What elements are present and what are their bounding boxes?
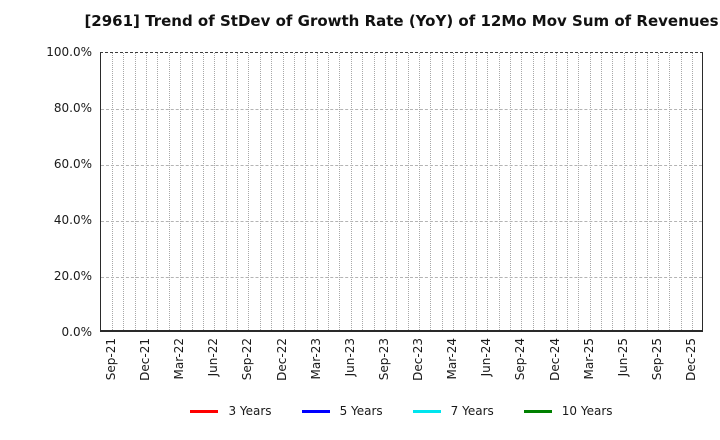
horizontal-gridline (101, 165, 702, 166)
vertical-gridline (191, 53, 193, 330)
y-tick-label: 100.0% (46, 45, 92, 59)
vertical-gridline (555, 53, 557, 330)
vertical-gridline (316, 53, 318, 330)
vertical-gridline (225, 53, 227, 330)
vertical-gridline (521, 53, 523, 330)
vertical-gridline (362, 53, 364, 330)
vertical-gridline (578, 53, 580, 330)
x-tick-label: Sep-25 (649, 338, 664, 381)
vertical-gridline (202, 53, 204, 330)
chart-title: [2961] Trend of StDev of Growth Rate (Yo… (84, 12, 719, 30)
vertical-gridline (134, 53, 136, 330)
legend-line-swatch (523, 409, 552, 413)
vertical-gridline (328, 53, 330, 330)
vertical-gridline (680, 53, 682, 330)
vertical-gridline (293, 53, 295, 330)
vertical-gridline (430, 53, 432, 330)
horizontal-gridline (101, 109, 702, 110)
vertical-gridline (305, 53, 307, 330)
vertical-gridline (282, 53, 284, 330)
legend-line-swatch (412, 409, 441, 413)
vertical-gridline (384, 53, 386, 330)
vertical-gridline (657, 53, 659, 330)
vertical-gridline (532, 53, 534, 330)
vertical-gridline (168, 53, 170, 330)
x-tick-label: Jun-24 (479, 338, 494, 377)
vertical-gridline (373, 53, 375, 330)
vertical-gridline (407, 53, 409, 330)
vertical-gridline (646, 53, 648, 330)
vertical-gridline (259, 53, 261, 330)
legend-item: 10 Years (523, 404, 613, 418)
x-tick-label: Jun-25 (615, 338, 630, 377)
vertical-gridline (601, 53, 603, 330)
legend-item: 5 Years (301, 404, 383, 418)
x-tick-label: Dec-22 (274, 338, 289, 381)
vertical-gridline (237, 53, 239, 330)
vertical-gridline (669, 53, 671, 330)
vertical-gridline (123, 53, 125, 330)
x-tick-label: Dec-24 (547, 338, 562, 381)
y-tick-label: 20.0% (53, 269, 92, 283)
vertical-gridline (487, 53, 489, 330)
legend-item: 3 Years (190, 404, 272, 418)
vertical-gridline (180, 53, 182, 330)
vertical-gridline (350, 53, 352, 330)
vertical-gridline (339, 53, 341, 330)
x-tick-label: Jun-23 (342, 338, 357, 377)
x-tick-label: Mar-25 (581, 338, 596, 380)
x-tick-label: Mar-24 (445, 338, 460, 380)
vertical-gridline (112, 53, 113, 330)
vertical-gridline (589, 53, 591, 330)
vertical-gridline (146, 53, 148, 330)
x-tick-label: Dec-21 (138, 338, 153, 381)
vertical-gridline (498, 53, 500, 330)
legend-label: 5 Years (339, 404, 383, 418)
x-axis-labels: Sep-21 Dec-21 Mar-22 Jun-22 Sep-22 Dec-22 Mar-… (100, 338, 703, 394)
x-tick-label: Jun-22 (206, 338, 221, 377)
vertical-gridline (271, 53, 273, 330)
y-tick-label: 0.0% (61, 325, 93, 339)
horizontal-gridline (101, 221, 702, 222)
legend-item: 7 Years (412, 404, 494, 418)
legend-label: 3 Years (228, 404, 272, 418)
vertical-gridline (157, 53, 159, 330)
vertical-gridline (248, 53, 250, 330)
horizontal-gridline (101, 277, 702, 278)
vertical-gridline (475, 53, 477, 330)
vertical-gridline (396, 53, 398, 330)
vertical-gridline (566, 53, 568, 330)
legend-line-swatch (301, 409, 330, 413)
vertical-gridline (635, 53, 637, 330)
vertical-gridline (510, 53, 512, 330)
y-tick-label: 80.0% (53, 101, 92, 115)
vertical-gridline (692, 53, 693, 330)
y-tick-label: 60.0% (53, 157, 92, 171)
vertical-gridline (464, 53, 466, 330)
vertical-gridline (214, 53, 216, 330)
x-tick-label: Dec-23 (411, 338, 426, 381)
x-tick-label: Sep-24 (513, 338, 528, 381)
x-tick-label: Mar-23 (308, 338, 323, 380)
y-tick-label: 40.0% (53, 213, 92, 227)
legend: 3 Years 5 Years 7 Years 10 Years (80, 404, 720, 418)
x-tick-label: Mar-22 (172, 338, 187, 380)
x-tick-label: Sep-23 (376, 338, 391, 381)
legend-label: 7 Years (450, 404, 494, 418)
plot-area (100, 52, 703, 332)
vertical-gridline (623, 53, 625, 330)
legend-label: 10 Years (561, 404, 613, 418)
legend-line-swatch (190, 409, 219, 413)
x-tick-label: Sep-21 (104, 338, 118, 381)
x-tick-label: Dec-25 (684, 338, 698, 381)
vertical-gridline (441, 53, 443, 330)
vertical-gridline (453, 53, 455, 330)
vertical-gridline (419, 53, 421, 330)
vertical-gridline (612, 53, 614, 330)
vertical-gridline (544, 53, 546, 330)
y-axis-labels: 0.0% 20.0% 40.0% 60.0% 80.0% 100.0% (0, 45, 92, 339)
x-tick-label: Sep-22 (240, 338, 255, 381)
